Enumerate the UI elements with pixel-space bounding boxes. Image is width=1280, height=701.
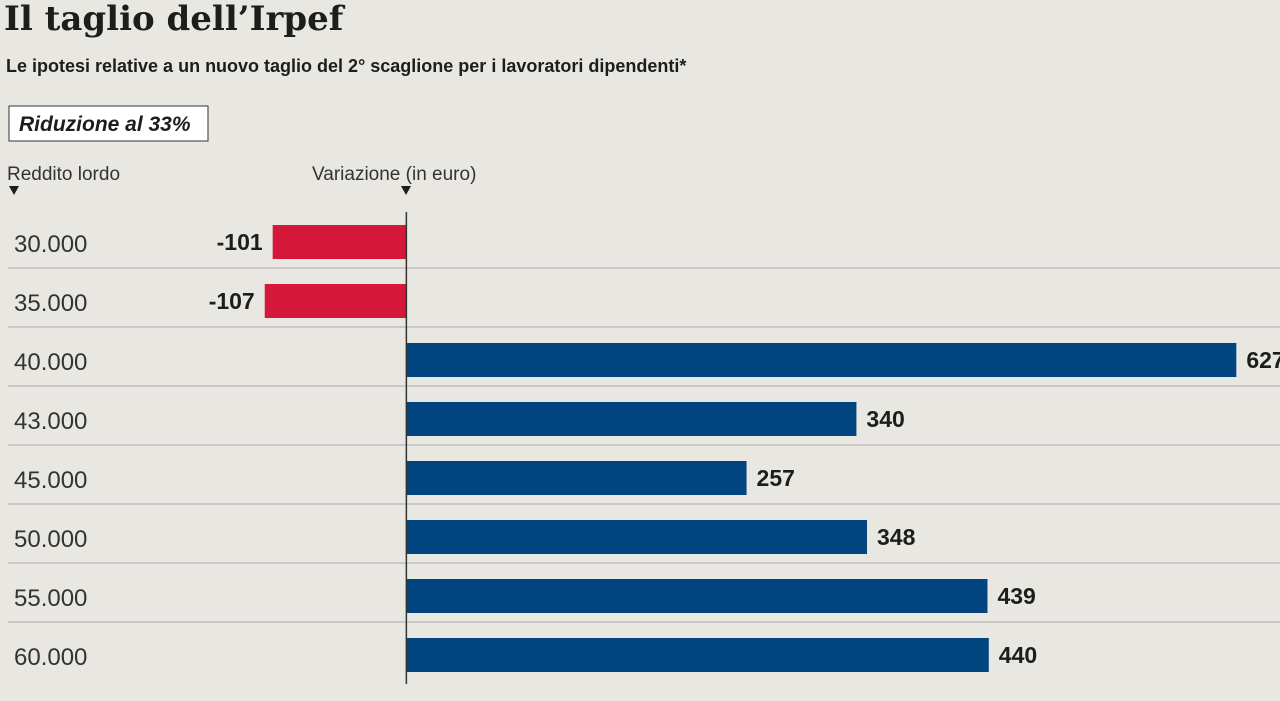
category-label: 45.000 bbox=[14, 467, 87, 494]
bar bbox=[406, 520, 868, 554]
chart-title: Il taglio dell’Irpef bbox=[4, 0, 346, 39]
value-label: 627 bbox=[1246, 347, 1280, 373]
plot: 30.000 -101 35.000 -107 40.000 627 43.000 340 45… bbox=[8, 212, 1280, 684]
category-label: 60.000 bbox=[14, 644, 87, 671]
bar bbox=[406, 461, 747, 495]
value-label: -101 bbox=[217, 229, 263, 255]
category-label: 55.000 bbox=[14, 585, 87, 612]
value-label: -107 bbox=[209, 288, 255, 314]
value-label: 439 bbox=[997, 583, 1035, 609]
bar bbox=[406, 343, 1237, 377]
category-label: 50.000 bbox=[14, 526, 87, 553]
value-label: 348 bbox=[877, 524, 916, 550]
bar bbox=[406, 638, 989, 672]
bar bbox=[406, 579, 988, 613]
value-label: 340 bbox=[866, 406, 904, 432]
category-label: 30.000 bbox=[14, 231, 87, 258]
value-axis-label: Variazione (in euro) bbox=[312, 164, 476, 185]
category-axis-label: Reddito lordo bbox=[7, 164, 120, 185]
scenario-box bbox=[8, 105, 209, 142]
value-label: 257 bbox=[757, 465, 795, 491]
category-label: 43.000 bbox=[14, 408, 87, 435]
arrow bbox=[401, 186, 411, 195]
scenario-label: Riduzione al 33% bbox=[19, 113, 191, 136]
bar bbox=[272, 225, 407, 259]
chart-subtitle: Le ipotesi relative a un nuovo taglio de… bbox=[6, 56, 686, 76]
arrow bbox=[9, 186, 19, 195]
bar bbox=[264, 284, 407, 318]
category-label: 35.000 bbox=[14, 290, 87, 317]
category-label: 40.000 bbox=[14, 349, 87, 376]
value-label: 440 bbox=[999, 642, 1037, 668]
bar bbox=[406, 402, 857, 436]
